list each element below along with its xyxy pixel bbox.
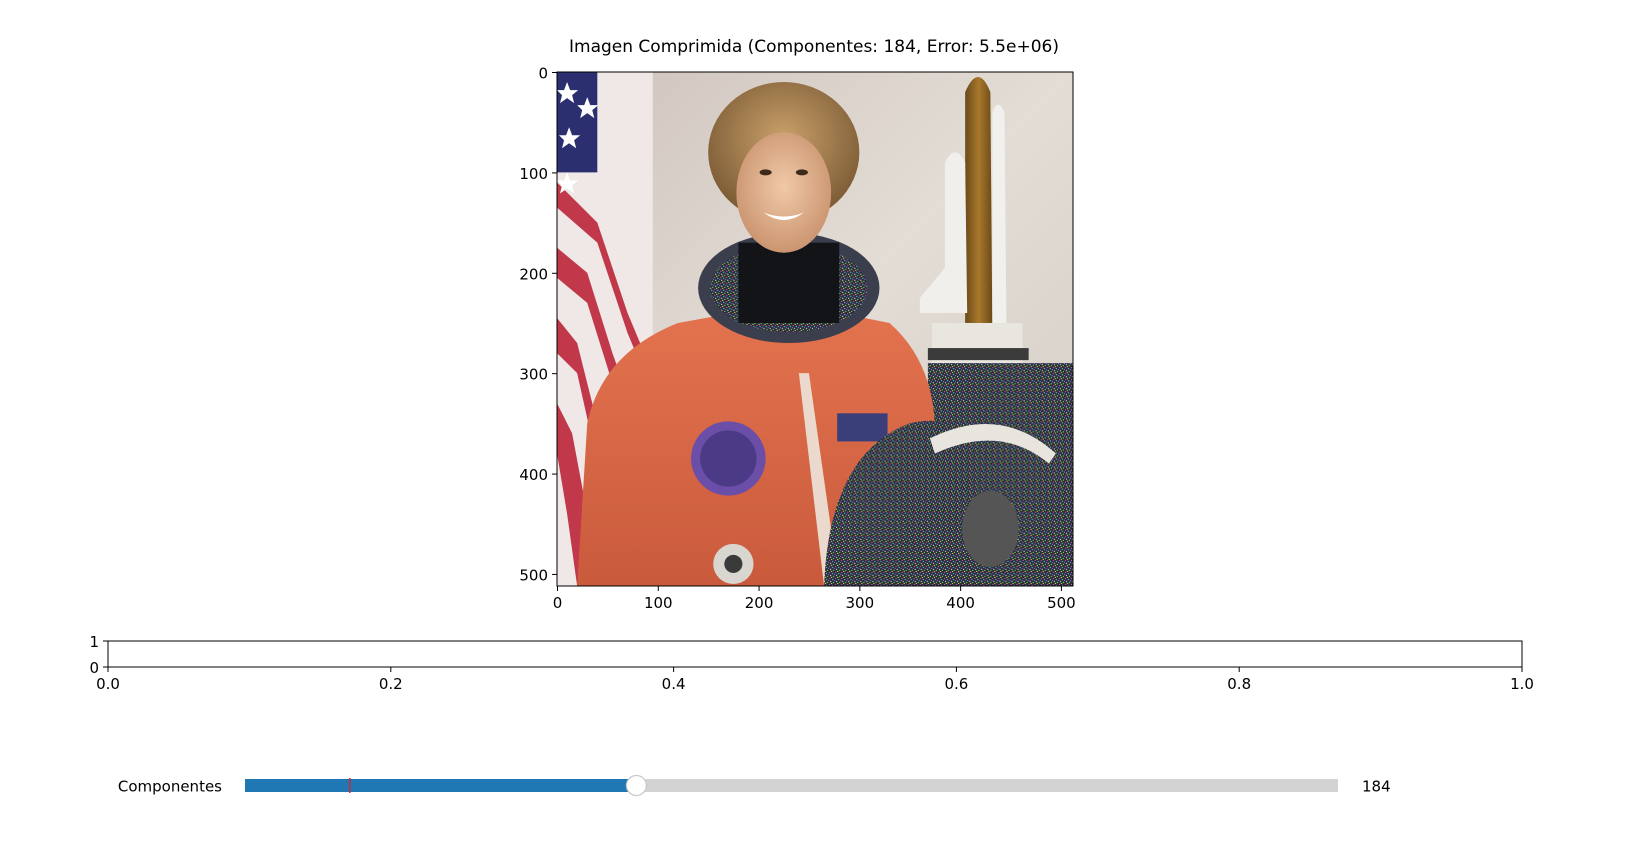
components-slider[interactable]: Componentes 184 [118,774,1391,797]
x-tick-label: 0.6 [944,675,968,693]
astronaut-image [557,72,1073,586]
empty-x-ticks: 0.0 0.2 0.4 0.6 0.8 1.0 [96,667,1534,693]
y-tick-label: 100 [519,165,548,183]
empty-axes: 0.0 0.2 0.4 0.6 0.8 1.0 01 [89,633,1533,693]
image-axes-frame [556,71,1074,587]
y-tick-label: 400 [519,466,548,484]
y-tick-label: 300 [519,366,548,384]
x-tick-label: 0 [553,594,563,612]
x-tick-label: 1.0 [1510,675,1534,693]
x-tick-label: 0.2 [379,675,403,693]
slider-label: Componentes [118,778,222,796]
y-tick-label: 500 [519,566,548,584]
x-tick-label: 0.4 [662,675,686,693]
empty-axes-frame [107,640,1523,668]
x-tick-label: 100 [644,594,673,612]
image-y-ticks: 0 100 200 300 400 500 [519,65,557,584]
image-axes: 0 100 200 300 400 500 0 100 200 300 400 500 [519,65,1075,612]
x-tick-label: 500 [1047,594,1076,612]
image-x-ticks: 0 100 200 300 400 500 [553,586,1076,612]
astronaut-graphic [577,82,1073,586]
x-tick-label: 400 [946,594,975,612]
y-tick-label: 0 [538,65,548,83]
x-tick-label: 0.8 [1227,675,1251,693]
y-tick-label: 200 [519,265,548,283]
x-tick-label: 300 [846,594,875,612]
x-tick-label: 200 [745,594,774,612]
slider-fill [245,779,637,792]
y-tick-label: 0 [89,659,99,677]
empty-y-ticks: 01 [89,633,108,677]
slider-handle[interactable] [625,774,648,797]
y-tick-label: 1 [89,633,99,651]
slider-value-text: 184 [1362,778,1391,796]
x-tick-label: 0.0 [96,675,120,693]
chart-title: Imagen Comprimida (Componentes: 184, Err… [569,37,1059,57]
flag-graphic [557,72,653,586]
